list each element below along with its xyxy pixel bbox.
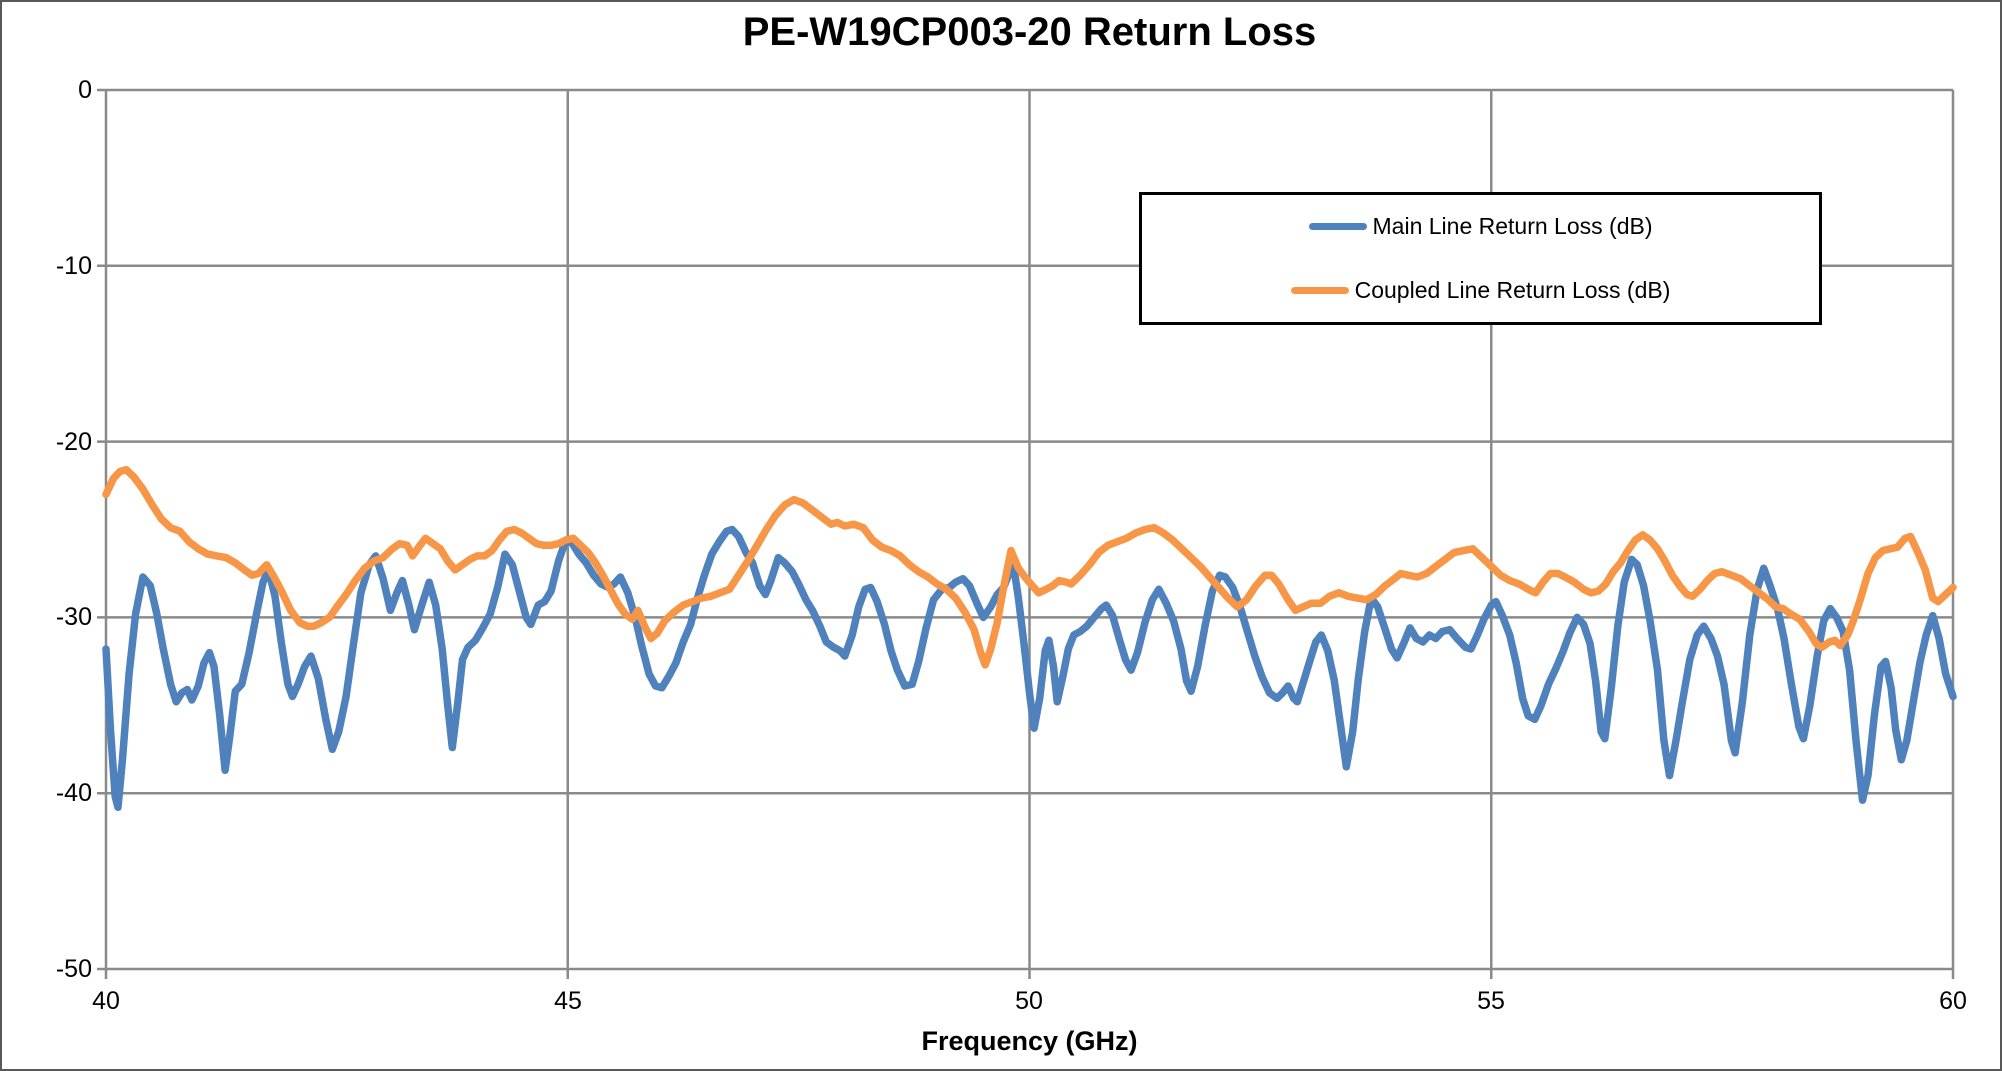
y-axis-tick-label: -20 <box>55 428 92 456</box>
series-line-1 <box>102 465 1957 669</box>
legend-label: Coupled Line Return Loss (dB) <box>1354 276 1671 303</box>
legend: Main Line Return Loss (dB) Coupled Line … <box>1139 192 1822 325</box>
y-axis-tick-label: -10 <box>55 252 92 280</box>
series-line-0 <box>102 525 1957 812</box>
legend-item-coupled-line: Coupled Line Return Loss (dB) <box>1142 277 1819 304</box>
y-axis-tick-label: 0 <box>78 76 92 104</box>
main-line-legend-sample-icon <box>1308 223 1367 231</box>
x-axis-tick-label: 55 <box>1477 987 1505 1015</box>
x-axis-tick-label: 45 <box>554 987 582 1015</box>
legend-label: Main Line Return Loss (dB) <box>1372 213 1653 240</box>
y-axis-tick-label: -50 <box>55 955 92 983</box>
legend-item-main-line: Main Line Return Loss (dB) <box>1142 213 1819 240</box>
y-axis-tick-label: -30 <box>55 603 92 631</box>
coupled-line-legend-sample-icon <box>1290 286 1349 294</box>
x-axis-tick-label: 50 <box>1015 987 1043 1015</box>
x-axis-tick-label: 40 <box>92 987 120 1015</box>
x-axis-tick-label: 60 <box>1939 987 1967 1015</box>
chart-title: PE-W19CP003-20 Return Loss <box>742 10 1317 54</box>
y-axis-tick-label: -40 <box>55 779 92 807</box>
x-axis-title: Frequency (GHz) <box>921 1026 1138 1056</box>
